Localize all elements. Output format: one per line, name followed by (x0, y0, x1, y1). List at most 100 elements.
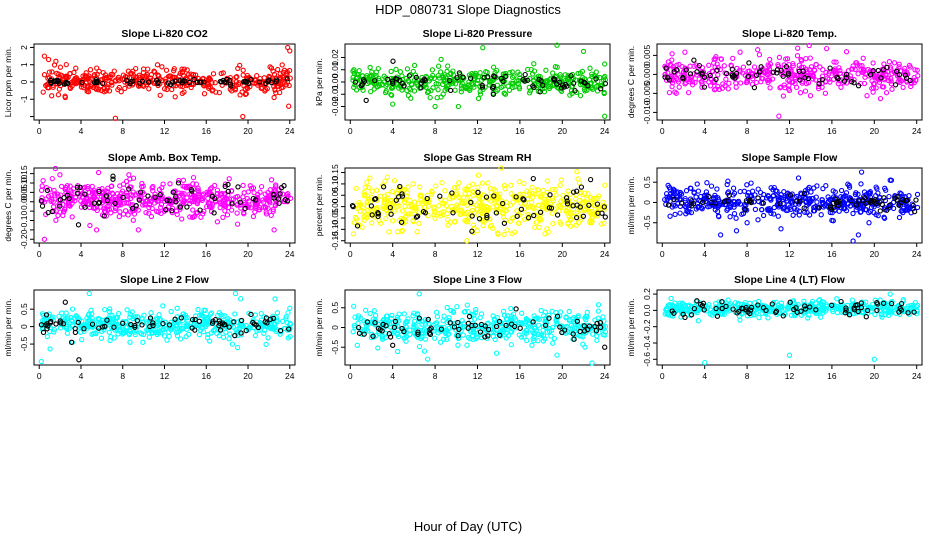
data-point (883, 307, 889, 313)
data-point (447, 320, 453, 326)
data-point (117, 209, 123, 215)
data-point (421, 348, 428, 354)
y-tick-label: -0.6 (642, 352, 652, 367)
data-point (691, 57, 697, 63)
data-point (475, 184, 481, 191)
data-point (501, 90, 507, 96)
data-point (81, 326, 87, 332)
data-point (275, 66, 281, 73)
data-point (85, 186, 91, 192)
data-point (418, 85, 424, 91)
data-point (232, 332, 238, 339)
data-point (601, 220, 607, 226)
data-point (399, 191, 405, 197)
data-point (864, 93, 870, 99)
x-tick-label: 8 (433, 371, 438, 381)
data-point (446, 315, 452, 321)
data-point (557, 324, 563, 330)
y-tick-label: -0.5 (330, 340, 340, 355)
data-point (359, 331, 365, 338)
data-point (188, 84, 194, 91)
data-point (723, 70, 730, 77)
data-point (867, 72, 874, 78)
data-point (557, 182, 563, 188)
data-point (55, 78, 61, 85)
data-point (674, 197, 680, 203)
data-point (61, 195, 67, 201)
data-point (514, 208, 520, 214)
data-point (444, 336, 450, 343)
data-point (445, 222, 451, 228)
data-point (361, 189, 367, 196)
data-point (222, 183, 228, 190)
data-point (146, 79, 152, 85)
data-point (351, 303, 357, 309)
data-point (418, 80, 424, 86)
data-point (390, 218, 396, 224)
hourly-slope-series (38, 299, 292, 363)
data-point (856, 203, 862, 209)
data-point (559, 329, 565, 336)
data-point (776, 309, 782, 316)
data-point (388, 211, 394, 217)
data-point (751, 64, 758, 70)
data-point (231, 319, 237, 325)
data-point (287, 305, 293, 311)
y-tick-label: 0 (19, 324, 29, 329)
data-point (806, 212, 813, 218)
data-point (545, 84, 552, 90)
data-point (713, 195, 719, 201)
data-point (693, 298, 699, 305)
data-point (865, 193, 871, 200)
data-point (99, 80, 106, 87)
data-point (744, 220, 750, 226)
data-point (432, 321, 438, 327)
data-point (157, 92, 163, 98)
data-point (490, 83, 497, 90)
data-point (843, 71, 850, 78)
data-point (477, 332, 483, 338)
data-point (371, 308, 377, 314)
data-point (521, 205, 527, 212)
data-point (399, 325, 405, 332)
data-point (225, 188, 231, 195)
data-point (742, 207, 748, 213)
data-point (447, 87, 454, 94)
y-tick-label: 0.15 (330, 164, 340, 181)
data-point (508, 182, 514, 188)
data-point (802, 88, 809, 94)
data-point (568, 322, 575, 329)
data-point (128, 79, 134, 85)
data-point (388, 68, 394, 75)
data-point (171, 188, 177, 195)
data-point (913, 197, 919, 203)
data-point (491, 193, 497, 199)
data-point (278, 185, 285, 191)
data-point (464, 202, 470, 208)
data-point (244, 72, 251, 79)
data-point (707, 311, 713, 317)
data-point (479, 180, 486, 186)
data-point (136, 72, 142, 78)
data-point (41, 317, 48, 323)
data-point (379, 82, 385, 88)
data-point (372, 317, 378, 323)
x-tick-label: 0 (37, 249, 42, 259)
data-point (159, 64, 165, 70)
data-point (524, 328, 530, 334)
data-point (455, 319, 461, 326)
data-point (778, 226, 784, 232)
data-point (790, 212, 796, 218)
data-point (389, 78, 396, 84)
data-point (734, 65, 740, 72)
data-point (416, 343, 423, 350)
data-point (737, 317, 743, 323)
data-point (556, 202, 562, 208)
data-point (184, 204, 190, 210)
data-point (818, 212, 824, 218)
data-point (177, 204, 184, 210)
y-tick-label: 0.00 (330, 73, 340, 90)
x-tick-label: 16 (827, 371, 837, 381)
data-point (251, 321, 257, 327)
data-point (386, 229, 392, 235)
